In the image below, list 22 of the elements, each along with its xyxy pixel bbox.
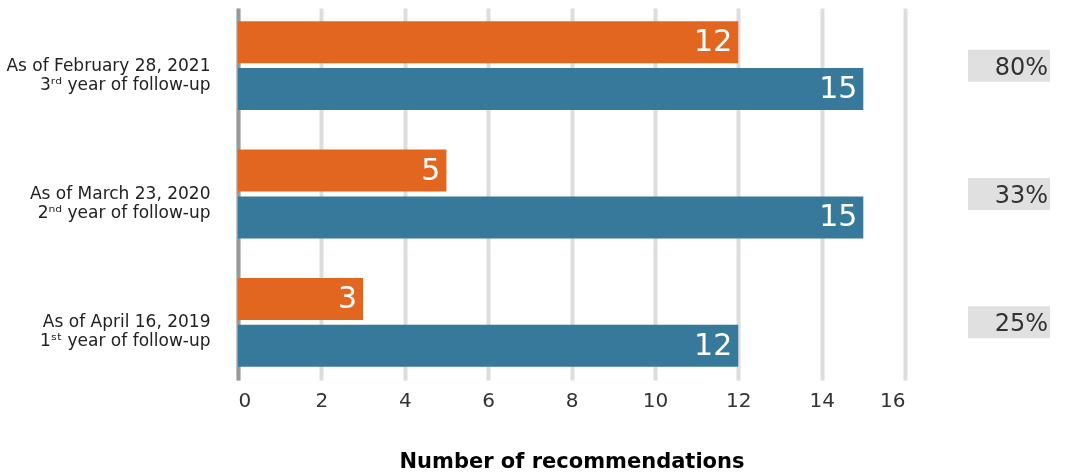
y-tick-label: As of March 23, 2020 2ⁿᵈ year of follow-up bbox=[29, 183, 211, 222]
x-tick-label: 0 bbox=[238, 387, 252, 412]
x-tick-label: 2 bbox=[315, 387, 329, 412]
data-label: 15 bbox=[819, 198, 858, 234]
x-tick-label: 6 bbox=[482, 387, 495, 412]
y-tick-label: As of April 16, 2019 1ˢᵗ year of follow-up bbox=[39, 311, 211, 351]
x-tick-label: 12 bbox=[726, 387, 752, 412]
data-label: 12 bbox=[694, 326, 733, 362]
x-tick-label: 10 bbox=[642, 387, 669, 412]
data-label: 5 bbox=[421, 151, 441, 187]
x-axis-title: Number of recommendations bbox=[399, 448, 745, 473]
text: 25% bbox=[994, 309, 1048, 338]
x-tick-label: 4 bbox=[398, 387, 412, 412]
text: 80% bbox=[994, 52, 1048, 81]
y-tick-label: As of February 28, 2021 3ʳᵈ year of follow-up bbox=[6, 54, 211, 94]
x-tick-label: 14 bbox=[809, 387, 835, 412]
data-label: 3 bbox=[337, 279, 358, 315]
data-label: 15 bbox=[819, 70, 858, 106]
x-tick-label: 8 bbox=[565, 387, 579, 412]
text: 33% bbox=[994, 181, 1048, 209]
x-tick-label: 16 bbox=[880, 387, 906, 412]
data-label: 12 bbox=[694, 23, 733, 59]
